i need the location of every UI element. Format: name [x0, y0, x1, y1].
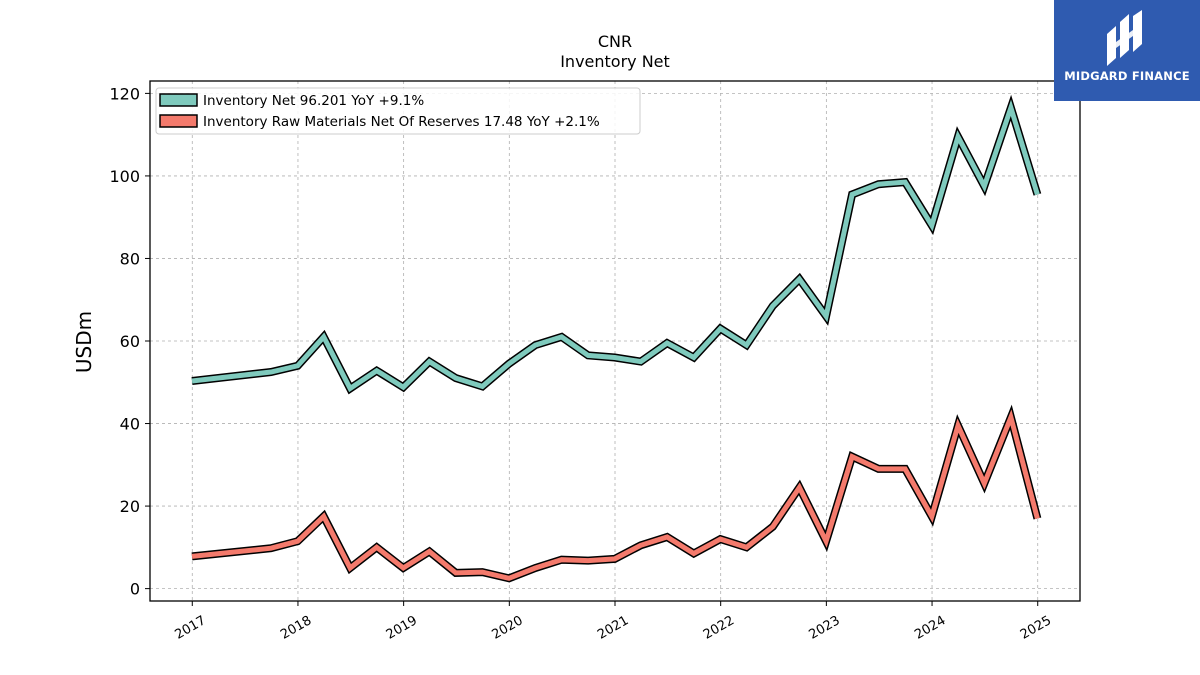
chart-title: CNR — [598, 32, 632, 51]
x-tick-label: 2019 — [384, 613, 420, 643]
x-tick-label: 2021 — [595, 613, 631, 643]
x-tick-label: 2020 — [489, 613, 525, 643]
x-tick-label: 2024 — [912, 613, 948, 643]
y-tick-label: 60 — [120, 332, 140, 351]
y-axis-ticks: 0 20 40 60 80 100 120 — [109, 84, 150, 599]
x-tick-label: 2022 — [701, 613, 737, 643]
y-tick-label: 100 — [109, 167, 140, 186]
x-tick-label: 2017 — [172, 613, 208, 643]
legend-label-inventory-net: Inventory Net 96.201 YoY +9.1% — [203, 93, 424, 109]
x-tick-label: 2023 — [807, 613, 843, 643]
y-tick-label: 120 — [109, 84, 140, 103]
legend-box — [155, 87, 641, 135]
y-tick-label: 20 — [120, 497, 140, 516]
legend-swatch-raw-materials — [159, 114, 198, 128]
series-1-line — [191, 409, 1040, 581]
x-tick-label: 2025 — [1018, 613, 1054, 643]
legend-swatch-inventory-net — [159, 93, 198, 107]
y-axis-label: USDm — [72, 311, 96, 373]
x-tick-label: 2018 — [278, 613, 314, 643]
brand-name: MIDGARD FINANCE — [1064, 69, 1190, 83]
y-tick-label: 40 — [120, 415, 140, 434]
grid-lines — [150, 81, 1080, 601]
y-tick-label: 80 — [120, 249, 140, 268]
series-0-line — [191, 99, 1040, 393]
legend-label-raw-materials: Inventory Raw Materials Net Of Reserves … — [203, 114, 600, 130]
brand-logo: MIDGARD FINANCE — [1054, 0, 1200, 101]
x-axis-ticks: 2017 2018 2019 2020 2021 2022 2023 2024 2025 — [172, 601, 1054, 643]
series-lines — [191, 94, 1042, 583]
brand-mark-icon — [1107, 10, 1142, 66]
chart-subtitle: Inventory Net — [560, 52, 670, 71]
legend: Inventory Net 96.201 YoY +9.1% Inventory… — [155, 87, 641, 135]
y-tick-label: 0 — [130, 580, 140, 599]
